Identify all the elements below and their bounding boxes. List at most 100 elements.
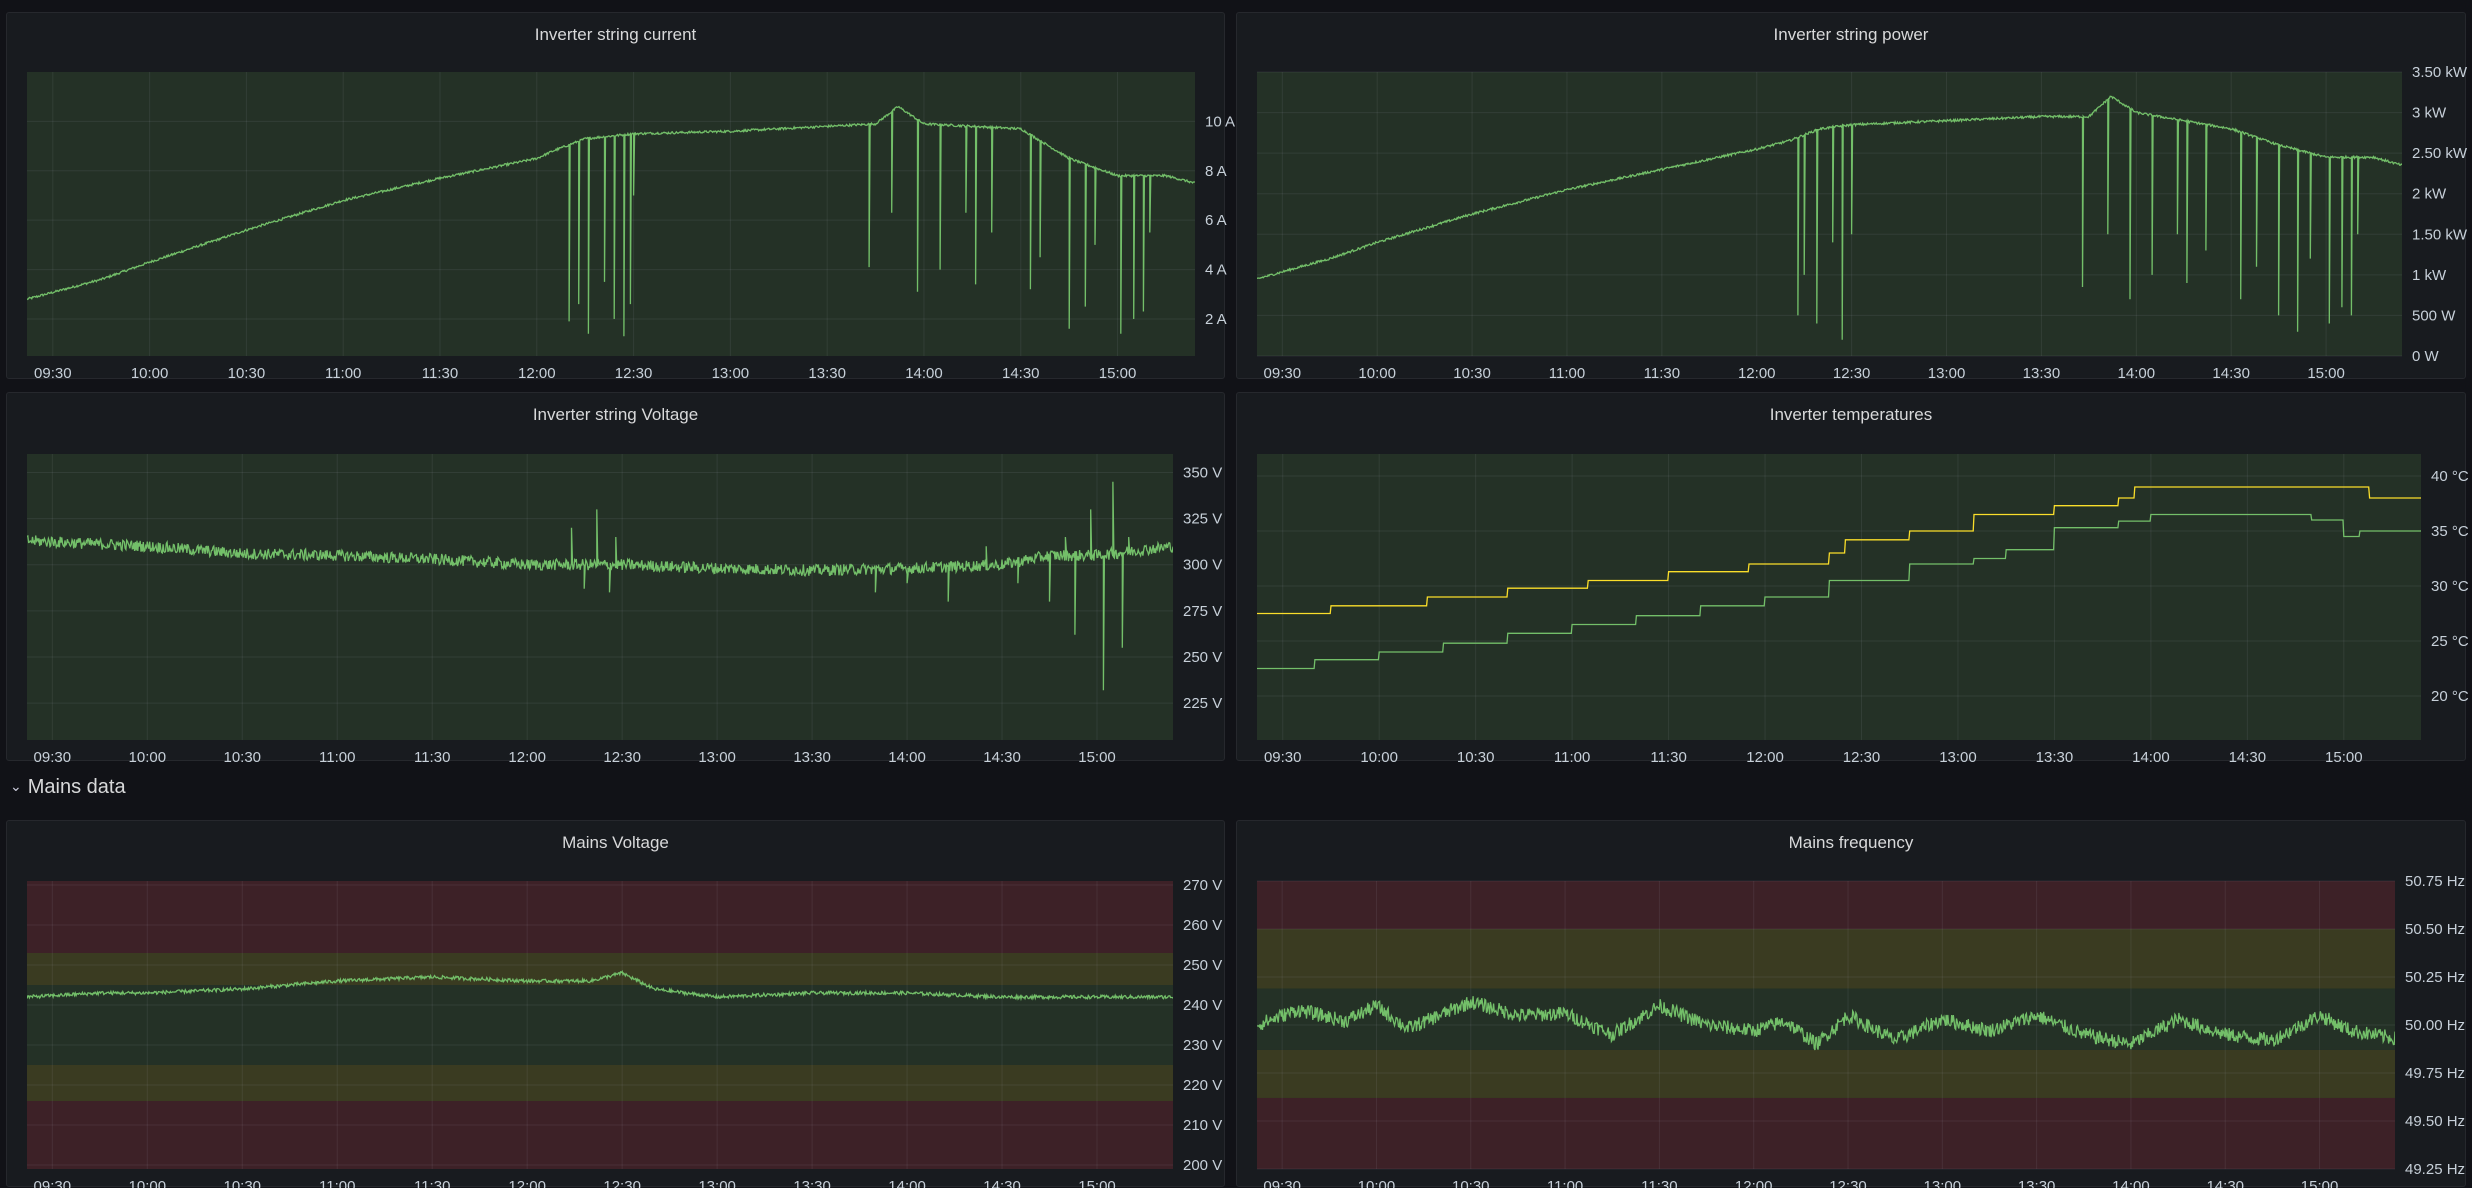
y-tick-label: 3.50 kW bbox=[2412, 64, 2468, 81]
panel-title[interactable]: Inverter temperatures bbox=[1769, 405, 1933, 424]
x-tick-label: 13:30 bbox=[2018, 1178, 2056, 1188]
y-tick-label: 50.75 Hz bbox=[2405, 873, 2465, 890]
x-tick-label: 14:00 bbox=[2118, 365, 2156, 382]
chart-inverter-string-power: 09:30 10:00 10:30 11:00 11:30 12:00 12:30 13:00… bbox=[1257, 64, 2468, 382]
y-tick-label: 50.50 Hz bbox=[2405, 921, 2465, 938]
y-tick-label: 250 V bbox=[1183, 649, 1222, 666]
x-tick-label: 15:00 bbox=[2301, 1178, 2339, 1188]
x-tick-label: 10:00 bbox=[131, 365, 169, 382]
panel-inverter-temperatures[interactable]: Inverter temperatures 09:30 10:00 10:30 11:… bbox=[1236, 392, 2469, 766]
y-tick-label: 1 kW bbox=[2412, 267, 2447, 284]
panel-title[interactable]: Inverter string current bbox=[534, 25, 697, 44]
x-tick-label: 09:30 bbox=[34, 749, 72, 766]
panel-title[interactable]: Mains Voltage bbox=[562, 833, 669, 852]
row-header-mains-data[interactable]: ⌄ Mains data bbox=[10, 776, 126, 799]
y-tick-label: 49.50 Hz bbox=[2405, 1113, 2465, 1130]
y-tick-label: 240 V bbox=[1183, 997, 1222, 1014]
panel-inverter-string-voltage[interactable]: Inverter string Voltage 09:30 10:00 10:30 1… bbox=[6, 392, 1225, 766]
x-tick-label: 15:00 bbox=[1078, 749, 1116, 766]
y-tick-label: 6 A bbox=[1205, 212, 1227, 229]
plot-area bbox=[27, 72, 1195, 356]
x-tick-label: 10:00 bbox=[1360, 749, 1398, 766]
x-tick-label: 14:00 bbox=[888, 1178, 926, 1188]
x-tick-label: 11:30 bbox=[1650, 749, 1686, 766]
x-tick-label: 13:00 bbox=[698, 749, 736, 766]
x-tick-label: 11:00 bbox=[325, 365, 361, 382]
series-line-1 bbox=[27, 969, 1173, 1002]
x-tick-label: 09:30 bbox=[1263, 1178, 1301, 1188]
y-tick-label: 8 A bbox=[1205, 163, 1227, 180]
y-tick-label: 250 V bbox=[1183, 957, 1222, 974]
x-tick-label: 11:30 bbox=[414, 1178, 450, 1188]
x-tick-label: 11:30 bbox=[414, 749, 450, 766]
x-tick-label: 13:30 bbox=[793, 1178, 831, 1188]
x-tick-label: 12:00 bbox=[1738, 365, 1776, 382]
x-tick-label: 11:00 bbox=[319, 749, 355, 766]
y-tick-label: 230 V bbox=[1183, 1037, 1222, 1054]
panel-title[interactable]: Inverter string Voltage bbox=[532, 405, 699, 424]
y-tick-label: 220 V bbox=[1183, 1077, 1222, 1094]
x-tick-label: 11:30 bbox=[422, 365, 458, 382]
threshold-band-green bbox=[1257, 988, 2395, 1050]
x-tick-label: 09:30 bbox=[1264, 749, 1302, 766]
x-tick-label: 14:30 bbox=[2229, 749, 2267, 766]
series-line-2 bbox=[1257, 513, 2421, 670]
x-tick-label: 14:00 bbox=[888, 749, 926, 766]
y-tick-label: 30 °C bbox=[2431, 578, 2469, 595]
x-tick-label: 14:30 bbox=[1002, 365, 1040, 382]
y-tick-label: 260 V bbox=[1183, 917, 1222, 934]
plot-area bbox=[1257, 72, 2402, 356]
y-tick-label: 50.25 Hz bbox=[2405, 969, 2465, 986]
x-tick-label: 10:30 bbox=[223, 749, 261, 766]
x-tick-label: 14:00 bbox=[2112, 1178, 2150, 1188]
x-tick-label: 14:30 bbox=[2212, 365, 2250, 382]
y-tick-label: 35 °C bbox=[2431, 523, 2469, 540]
series-line-1 bbox=[27, 481, 1173, 691]
x-tick-label: 14:30 bbox=[983, 1178, 1021, 1188]
x-tick-label: 15:00 bbox=[2325, 749, 2363, 766]
threshold-band-yellow bbox=[27, 1065, 1173, 1101]
chart-mains-voltage: 09:30 10:00 10:30 11:00 11:30 12:00 12:30 13:00… bbox=[27, 877, 1222, 1188]
panel-inverter-string-current[interactable]: Inverter string current 09:30 10:00 10:30 1… bbox=[6, 12, 1235, 382]
x-tick-label: 10:00 bbox=[1358, 1178, 1396, 1188]
x-tick-label: 13:00 bbox=[1939, 749, 1977, 766]
x-tick-label: 13:00 bbox=[712, 365, 750, 382]
y-tick-label: 10 A bbox=[1205, 113, 1235, 130]
threshold-band-red bbox=[1257, 1097, 2395, 1169]
panel-inverter-string-power[interactable]: Inverter string power 09:30 10:00 10:30 11:… bbox=[1236, 12, 2468, 382]
y-tick-label: 270 V bbox=[1183, 877, 1222, 894]
y-tick-label: 40 °C bbox=[2431, 468, 2469, 485]
y-tick-label: 500 W bbox=[2412, 307, 2456, 324]
x-tick-label: 13:30 bbox=[2036, 749, 2074, 766]
y-tick-label: 1.50 kW bbox=[2412, 226, 2468, 243]
threshold-band-yellow bbox=[27, 953, 1173, 985]
x-tick-label: 14:30 bbox=[2206, 1178, 2244, 1188]
x-tick-label: 11:00 bbox=[319, 1178, 355, 1188]
row-title: Mains data bbox=[27, 776, 126, 798]
y-tick-label: 2.50 kW bbox=[2412, 145, 2468, 162]
panel-mains-frequency[interactable]: Mains frequency 09:30 10:00 10:30 11:00 11:3… bbox=[1236, 820, 2466, 1188]
x-tick-label: 09:30 bbox=[34, 365, 72, 382]
x-tick-label: 12:00 bbox=[508, 749, 546, 766]
x-tick-label: 12:00 bbox=[518, 365, 556, 382]
chevron-down-icon[interactable]: ⌄ bbox=[10, 778, 22, 794]
panel-title[interactable]: Mains frequency bbox=[1788, 833, 1914, 852]
threshold-band-red bbox=[27, 1101, 1173, 1169]
x-tick-label: 09:30 bbox=[1264, 365, 1302, 382]
x-tick-label: 13:00 bbox=[698, 1178, 736, 1188]
y-tick-label: 275 V bbox=[1183, 603, 1222, 620]
x-tick-label: 11:00 bbox=[1547, 1178, 1583, 1188]
x-tick-label: 13:30 bbox=[808, 365, 846, 382]
y-tick-label: 300 V bbox=[1183, 557, 1222, 574]
panel-title[interactable]: Inverter string power bbox=[1773, 25, 1929, 44]
x-tick-label: 13:00 bbox=[1924, 1178, 1962, 1188]
x-tick-label: 10:30 bbox=[1453, 365, 1491, 382]
x-tick-label: 09:30 bbox=[34, 1178, 72, 1188]
panel-mains-voltage[interactable]: Mains Voltage 09:30 10:00 10:30 11:00 11:30 1… bbox=[6, 820, 1225, 1188]
x-tick-label: 11:00 bbox=[1549, 365, 1585, 382]
y-tick-label: 2 kW bbox=[2412, 186, 2447, 203]
series-line-1 bbox=[1257, 95, 2402, 340]
threshold-band-yellow bbox=[1257, 1049, 2395, 1098]
x-tick-label: 15:00 bbox=[2307, 365, 2345, 382]
threshold-band-red bbox=[27, 881, 1173, 953]
